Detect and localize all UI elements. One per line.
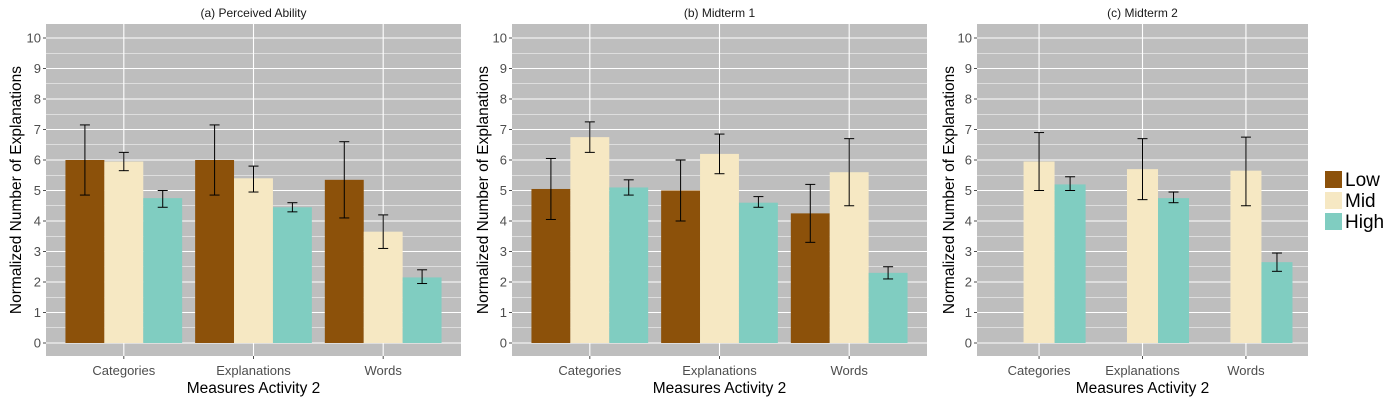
y-tick-label: 10 bbox=[27, 31, 41, 46]
y-tick-label: 8 bbox=[965, 92, 972, 107]
legend-label: Low bbox=[1345, 170, 1380, 191]
y-tick-label: 4 bbox=[34, 214, 41, 229]
y-tick-label: 1 bbox=[500, 305, 507, 320]
x-tick-label: Categories bbox=[558, 363, 621, 378]
bar-high bbox=[868, 272, 908, 343]
bar-high bbox=[402, 277, 442, 343]
panel-title: (b) Midterm 1 bbox=[684, 6, 756, 20]
y-tick-label: 3 bbox=[965, 244, 972, 259]
legend-key-low bbox=[1325, 171, 1342, 188]
bar-mid bbox=[104, 161, 144, 343]
x-tick-label: Categories bbox=[92, 363, 155, 378]
y-tick-label: 10 bbox=[493, 31, 507, 46]
y-tick-label: 1 bbox=[965, 305, 972, 320]
panel-1: (a) Perceived Ability 0 1 2 3 4 5 6 7 8 9 10 Categor… bbox=[8, 6, 461, 397]
bar-high bbox=[609, 187, 649, 343]
bar-high bbox=[1054, 184, 1086, 343]
bar-high bbox=[143, 198, 183, 343]
legend-label: Mid bbox=[1345, 191, 1376, 212]
bar-mid bbox=[234, 178, 273, 343]
x-tick-label: Words bbox=[1227, 363, 1265, 378]
y-tick-label: 4 bbox=[500, 214, 507, 229]
y-tick-label: 5 bbox=[34, 183, 41, 198]
x-tick-label: Explanations bbox=[682, 363, 757, 378]
y-tick-label: 5 bbox=[965, 183, 972, 198]
y-tick-label: 8 bbox=[500, 92, 507, 107]
x-tick-label: Categories bbox=[1008, 363, 1071, 378]
y-tick-label: 8 bbox=[34, 92, 41, 107]
y-tick-label: 9 bbox=[965, 61, 972, 76]
y-tick-label: 7 bbox=[34, 122, 41, 137]
bar-high bbox=[1261, 262, 1293, 343]
y-tick-label: 9 bbox=[34, 61, 41, 76]
y-tick-label: 6 bbox=[965, 153, 972, 168]
bar-high bbox=[272, 207, 312, 343]
panel-title: (c) Midterm 2 bbox=[1107, 6, 1178, 20]
bar-mid bbox=[1023, 161, 1055, 343]
x-tick-label: Words bbox=[365, 363, 403, 378]
bar-high bbox=[1158, 198, 1190, 343]
y-tick-label: 2 bbox=[965, 275, 972, 290]
y-tick-label: 0 bbox=[500, 336, 507, 351]
y-tick-label: 10 bbox=[958, 31, 972, 46]
x-axis-label: Measures Activity 2 bbox=[1076, 380, 1210, 397]
y-tick-label: 0 bbox=[34, 336, 41, 351]
legend-label: High bbox=[1345, 212, 1384, 233]
y-tick-label: 2 bbox=[34, 275, 41, 290]
y-tick-label: 2 bbox=[500, 275, 507, 290]
x-tick-label: Explanations bbox=[216, 363, 291, 378]
y-tick-label: 6 bbox=[34, 153, 41, 168]
bar-mid bbox=[570, 137, 610, 343]
y-axis-label: Normalized Number of Explanations bbox=[8, 66, 25, 314]
x-axis-label: Measures Activity 2 bbox=[653, 380, 787, 397]
y-tick-label: 7 bbox=[965, 122, 972, 137]
x-tick-label: Explanations bbox=[1105, 363, 1180, 378]
y-tick-label: 1 bbox=[34, 305, 41, 320]
x-axis-label: Measures Activity 2 bbox=[187, 380, 321, 397]
y-axis-label: Normalized Number of Explanations bbox=[475, 66, 492, 314]
y-tick-label: 9 bbox=[500, 61, 507, 76]
y-tick-label: 3 bbox=[34, 244, 41, 259]
y-tick-label: 5 bbox=[500, 183, 507, 198]
panel-title: (a) Perceived Ability bbox=[200, 6, 306, 20]
bar-mid bbox=[700, 153, 739, 343]
bar-mid bbox=[363, 231, 403, 343]
y-tick-label: 0 bbox=[965, 336, 972, 351]
panel-2: (b) Midterm 1 0 1 2 3 4 5 6 7 8 9 10 Categories Expla… bbox=[475, 6, 927, 397]
y-tick-label: 7 bbox=[500, 122, 507, 137]
legend-key-mid bbox=[1325, 192, 1342, 209]
legend-key-high bbox=[1325, 213, 1342, 230]
panel-3: (c) Midterm 2 0 1 2 3 4 5 6 7 8 9 10 Categories Expla… bbox=[941, 6, 1308, 397]
x-tick-label: Words bbox=[831, 363, 869, 378]
y-tick-label: 3 bbox=[500, 244, 507, 259]
y-axis-label: Normalized Number of Explanations bbox=[941, 66, 958, 314]
y-tick-label: 6 bbox=[500, 153, 507, 168]
y-tick-label: 4 bbox=[965, 214, 972, 229]
bar-high bbox=[738, 202, 778, 343]
